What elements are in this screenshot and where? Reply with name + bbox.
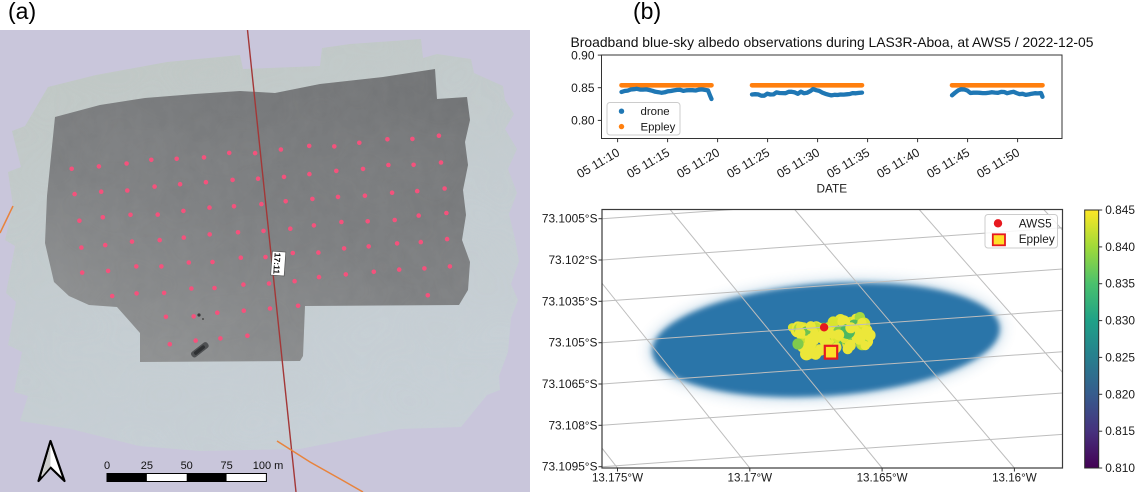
svg-text:05 11:10: 05 11:10 [574,145,622,181]
svg-text:(b): (b) [633,0,661,24]
svg-text:DATE: DATE [817,182,848,196]
svg-text:Broadband blue-sky albedo obse: Broadband blue-sky albedo observations d… [570,34,1093,50]
svg-text:73.105°S: 73.105°S [548,336,597,350]
svg-text:05 11:25: 05 11:25 [724,145,772,181]
svg-text:05 11:40: 05 11:40 [874,145,922,181]
svg-text:75: 75 [220,460,232,472]
svg-text:05 11:20: 05 11:20 [674,145,722,181]
svg-text:0.85: 0.85 [571,81,595,95]
svg-text:(a): (a) [8,0,36,24]
svg-text:0.810: 0.810 [1105,461,1135,475]
svg-text:05 11:30: 05 11:30 [774,145,822,181]
svg-text:05 11:45: 05 11:45 [924,145,972,181]
svg-text:73.1095°S: 73.1095°S [542,460,598,474]
svg-text:0.815: 0.815 [1105,424,1135,438]
svg-text:50: 50 [181,460,193,472]
svg-text:0.80: 0.80 [571,114,595,128]
svg-text:100 m: 100 m [253,460,284,472]
svg-text:Eppley: Eppley [641,122,676,134]
svg-text:0.840: 0.840 [1105,240,1135,254]
svg-text:0.90: 0.90 [571,48,595,62]
svg-text:13.165°W: 13.165°W [857,472,908,485]
svg-text:0.845: 0.845 [1105,203,1135,217]
svg-text:AWS5: AWS5 [1019,216,1052,230]
svg-text:drone: drone [641,106,670,118]
svg-text:73.1065°S: 73.1065°S [542,377,598,391]
svg-text:73.108°S: 73.108°S [548,418,597,432]
svg-text:73.102°S: 73.102°S [548,253,597,267]
svg-text:13.17°W: 13.17°W [728,472,773,485]
svg-text:73.1035°S: 73.1035°S [542,294,598,308]
svg-text:05 11:35: 05 11:35 [824,145,872,181]
svg-text:0.825: 0.825 [1105,350,1135,364]
svg-text:05 11:50: 05 11:50 [974,145,1022,181]
svg-text:0: 0 [104,460,110,472]
svg-text:05 11:15: 05 11:15 [624,145,672,181]
svg-text:Eppley: Eppley [1019,232,1055,246]
svg-text:0.830: 0.830 [1105,314,1135,328]
svg-text:0.820: 0.820 [1105,387,1135,401]
svg-text:13.16°W: 13.16°W [992,472,1037,485]
svg-text:13.175°W: 13.175°W [592,472,643,485]
svg-text:25: 25 [141,460,153,472]
svg-text:73.1005°S: 73.1005°S [542,212,598,226]
svg-text:17:11: 17:11 [271,252,282,274]
svg-text:0.835: 0.835 [1105,277,1135,291]
